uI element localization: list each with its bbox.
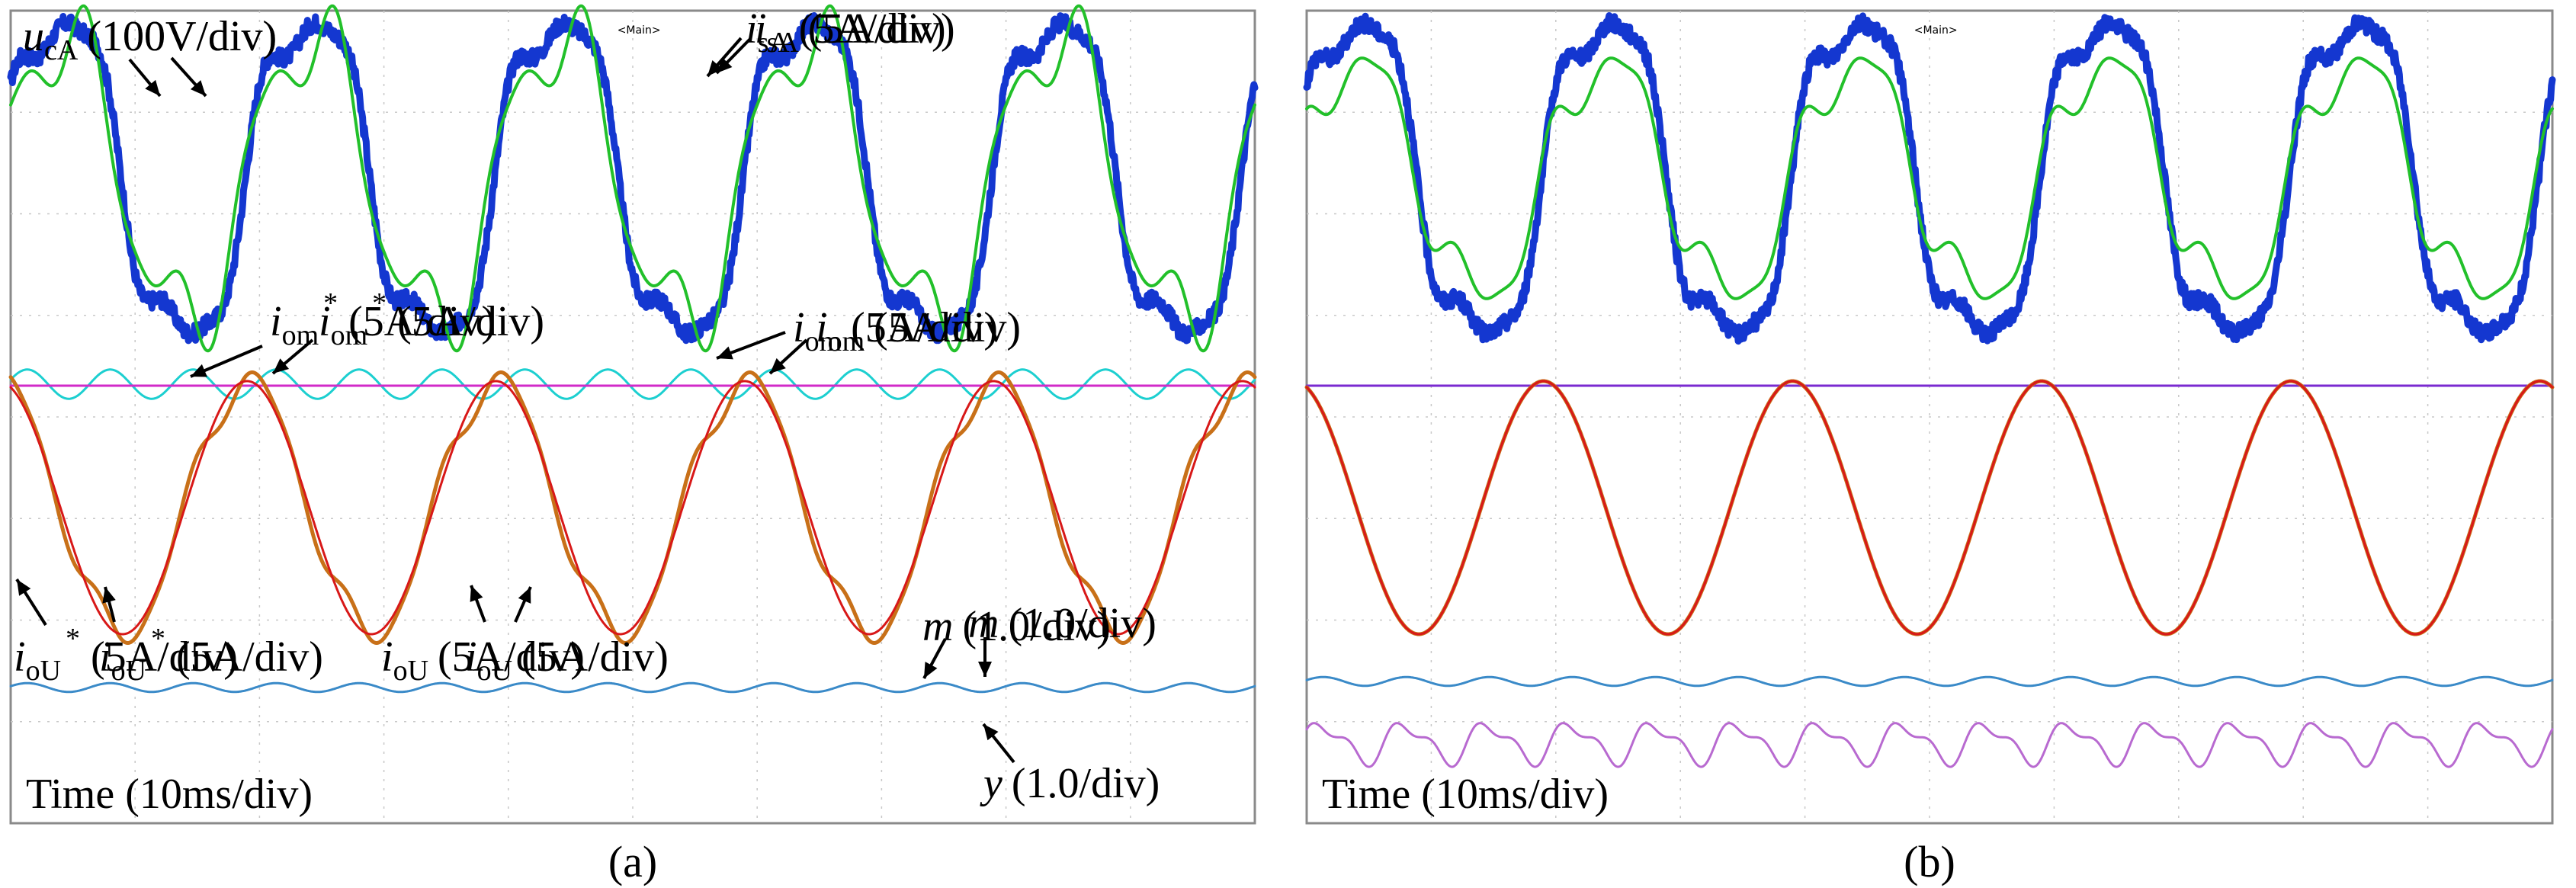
arrowhead-ucA	[145, 79, 160, 96]
trace-ioU	[9, 380, 1256, 636]
arrowhead-iom_ref	[191, 364, 207, 377]
main-trigger-marker: <Main>	[618, 24, 661, 37]
trace-m	[9, 681, 1256, 694]
arrowhead-ioU	[518, 587, 531, 604]
trace-ioU	[1305, 380, 2554, 636]
panel-caption: (b)	[1904, 837, 1955, 886]
trace-isA	[1305, 56, 2554, 300]
label-ioU_ref: ioU* (5A/div)	[14, 623, 238, 687]
trace-m	[1305, 675, 2554, 688]
arrowhead-m	[924, 662, 938, 678]
label-ucA: ucA (100V/div)	[23, 13, 277, 66]
label-iom_ref: iom* (5A/div)	[319, 287, 544, 351]
arrowhead-ioU_ref	[102, 587, 116, 604]
trace-ucA	[7, 12, 1259, 345]
trace-y	[1305, 722, 2554, 768]
panel-a: <Main> ucA (100V/div) isA (5A/div) iom* (5A/di…	[7, 4, 1259, 886]
trace-ucA	[1303, 12, 2556, 345]
label-m: m (1.0/div)	[968, 600, 1156, 647]
arrowhead-ioU_ref	[17, 579, 31, 596]
arrowhead-y	[983, 724, 999, 741]
label-ioU: ioU (5A/div)	[465, 633, 669, 687]
arrowhead-ioU	[470, 585, 483, 602]
trace-ioU_ref	[8, 370, 1257, 645]
grid	[1307, 11, 2552, 823]
arrowhead-ucA	[190, 80, 206, 96]
label-ioU: ioU (5A/div)	[381, 633, 585, 687]
label-ucA: ucA (100V/div)	[23, 13, 277, 66]
label-iom_ref: iom* (5A/div)	[270, 287, 496, 351]
label-isA: isA (5A/div)	[746, 5, 946, 59]
arrowhead-iom	[770, 357, 786, 373]
time-scale-label: Time (10ms/div)	[26, 771, 313, 818]
panel-b: <Main> ucA (100V/div) isA (5A/div) iom* (5A/di…	[14, 5, 2556, 886]
label-m: m (1.0/div)	[922, 603, 1111, 650]
label-isA: isA (5A/div)	[755, 5, 955, 59]
main-trigger-marker: <Main>	[1914, 24, 1958, 37]
arrowhead-isA	[707, 60, 723, 76]
label-iom: iom (5A/div)	[816, 304, 1021, 357]
arrowhead-iom_ref	[273, 358, 290, 373]
arrowhead-m	[978, 662, 992, 677]
label-iom: iom (5A/div)	[793, 304, 998, 357]
panel-caption: (a)	[608, 837, 657, 886]
label-ioU_ref: ioU* (5A/div)	[99, 623, 323, 687]
time-scale-label: Time (10ms/div)	[1322, 771, 1609, 818]
arrowhead-iom	[717, 346, 733, 360]
label-y: y (1.0/div)	[980, 760, 1160, 807]
trace-iom_ref	[9, 368, 1256, 400]
trace-isA	[9, 4, 1256, 353]
